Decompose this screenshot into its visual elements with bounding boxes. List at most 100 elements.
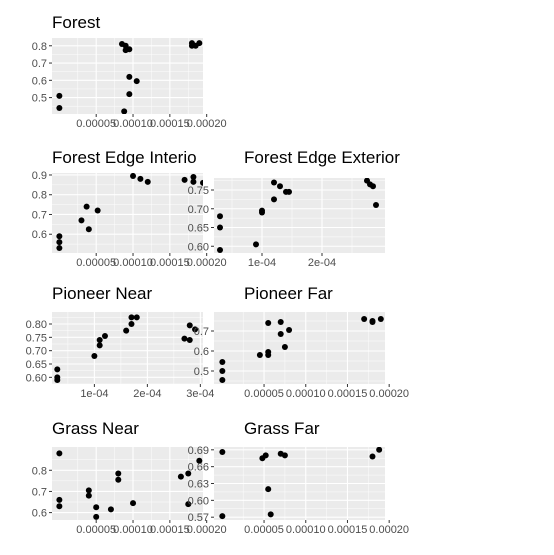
- data-point: [259, 208, 265, 214]
- data-point: [278, 319, 284, 325]
- data-point: [286, 189, 292, 195]
- data-point: [257, 352, 263, 358]
- data-point: [278, 331, 284, 337]
- data-point: [219, 359, 225, 365]
- x-tick-label: 2e-04: [133, 388, 161, 400]
- y-tick-label: 0.6: [194, 346, 209, 358]
- y-tick-label: 0.5: [32, 93, 47, 105]
- y-tick-label: 0.57: [188, 512, 209, 524]
- data-point: [54, 377, 60, 383]
- y-tick-label: 0.70: [188, 204, 209, 216]
- data-point: [268, 511, 274, 517]
- data-point: [56, 239, 62, 245]
- y-tick-label: 0.60: [188, 241, 209, 253]
- y-tick-label: 0.8: [32, 41, 47, 53]
- x-tick-label: 0.00010: [286, 524, 326, 536]
- data-point: [265, 486, 271, 492]
- y-tick-label: 0.75: [26, 332, 47, 344]
- x-tick-label: 0.00005: [76, 257, 116, 269]
- x-tick-label: 0.00015: [150, 524, 190, 536]
- facet-panel: Forest Edge Exterior 1e-04 2e-04 0.60 0.65 0.…: [188, 148, 401, 269]
- data-point: [219, 449, 225, 455]
- data-point: [369, 318, 375, 324]
- x-tick-label: 0.00010: [113, 524, 153, 536]
- y-tick-label: 0.6: [32, 229, 47, 241]
- data-point: [277, 183, 283, 189]
- data-point: [134, 78, 140, 84]
- y-tick-label: 0.65: [26, 359, 47, 371]
- data-point: [126, 74, 132, 80]
- facet-panel: Pioneer Far0.00005 0.00010 0.00015 0.000200…: [194, 284, 410, 400]
- data-point: [56, 503, 62, 509]
- y-tick-label: 0.7: [194, 326, 209, 338]
- x-tick-label: 1e-04: [80, 388, 108, 400]
- x-tick-label: 0.00020: [187, 118, 227, 130]
- x-tick-label: 0.00020: [369, 524, 409, 536]
- data-point: [97, 342, 103, 348]
- data-point: [97, 337, 103, 343]
- data-point: [181, 336, 187, 342]
- data-point: [361, 316, 367, 322]
- x-tick-label: 0.00015: [328, 388, 368, 400]
- data-point: [263, 452, 269, 458]
- data-point: [54, 366, 60, 372]
- x-tick-label: 0.00010: [113, 257, 153, 269]
- data-point: [286, 327, 292, 333]
- data-point: [282, 452, 288, 458]
- data-point: [370, 183, 376, 189]
- data-point: [86, 226, 92, 232]
- data-point: [130, 500, 136, 506]
- x-tick-label: 0.00005: [244, 388, 284, 400]
- panel-background: [52, 312, 203, 384]
- y-tick-label: 0.7: [32, 209, 47, 221]
- x-tick-label: 0.00015: [150, 118, 190, 130]
- y-tick-label: 0.75: [188, 185, 209, 197]
- data-point: [86, 493, 92, 499]
- data-point: [56, 450, 62, 456]
- data-point: [56, 233, 62, 239]
- y-tick-label: 0.7: [32, 486, 47, 498]
- data-point: [369, 454, 375, 460]
- data-point: [265, 320, 271, 326]
- data-point: [219, 377, 225, 383]
- data-point: [126, 91, 132, 97]
- y-tick-label: 0.69: [188, 445, 209, 457]
- data-point: [115, 477, 121, 483]
- y-tick-label: 0.6: [32, 75, 47, 87]
- panel-background: [52, 447, 203, 520]
- y-tick-label: 0.8: [32, 190, 47, 202]
- data-point: [182, 177, 188, 183]
- data-point: [190, 179, 196, 185]
- data-point: [84, 204, 90, 210]
- data-point: [137, 176, 143, 182]
- data-point: [86, 487, 92, 493]
- data-point: [91, 353, 97, 359]
- x-tick-label: 0.00020: [187, 257, 227, 269]
- facet-panel: Pioneer Near1e-04 2e-04 3e-040.600.650.700…: [26, 284, 227, 400]
- facet-title: Pioneer Far: [244, 284, 333, 303]
- facet-title: Forest Edge Interio: [52, 148, 197, 167]
- x-tick-label: 0.00020: [187, 524, 227, 536]
- data-point: [56, 105, 62, 111]
- data-point: [123, 328, 129, 334]
- data-point: [102, 333, 108, 339]
- x-tick-label: 0.00010: [113, 118, 153, 130]
- x-tick-label: 0.00005: [76, 524, 116, 536]
- data-point: [93, 514, 99, 520]
- y-tick-label: 0.8: [32, 465, 47, 477]
- x-tick-label: 0.00005: [244, 524, 284, 536]
- facet-title: Grass Near: [52, 419, 139, 438]
- data-point: [271, 196, 277, 202]
- data-point: [134, 314, 140, 320]
- data-point: [93, 504, 99, 510]
- facet-title: Forest: [52, 13, 100, 32]
- data-point: [196, 40, 202, 46]
- x-tick-label: 0.00015: [328, 524, 368, 536]
- x-tick-label: 0.00020: [369, 388, 409, 400]
- data-point: [121, 108, 127, 114]
- x-tick-label: 2e-04: [308, 257, 336, 269]
- y-tick-label: 0.70: [26, 346, 47, 358]
- y-tick-label: 0.66: [188, 462, 209, 474]
